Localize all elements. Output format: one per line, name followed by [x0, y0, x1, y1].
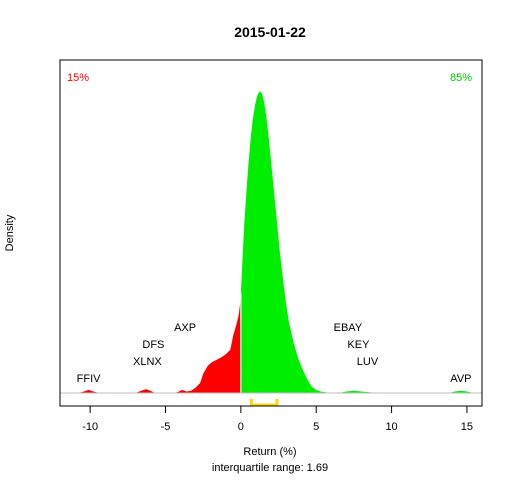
- positive-share-label: 85%: [450, 72, 472, 84]
- ticker-label-luv: LUV: [357, 356, 379, 368]
- x-tick-label: 5: [313, 421, 319, 433]
- x-axis-label: Return (%): [243, 446, 296, 458]
- negative-share-label: 15%: [67, 72, 89, 84]
- positive-density-area: [240, 91, 482, 393]
- ticker-label-ebay: EBAY: [334, 322, 363, 334]
- x-axis: -10 -5 0 5 10 15: [82, 406, 473, 433]
- plot-area: FFIV XLNX DFS AXP EBAY KEY LUV AVP: [60, 91, 482, 407]
- chart-subtitle: interquartile range: 1.69: [212, 462, 328, 474]
- x-tick-label: -5: [161, 421, 171, 433]
- x-tick-label: 15: [461, 421, 473, 433]
- negative-density-area: [67, 292, 241, 393]
- ticker-label-ffiv: FFIV: [77, 373, 101, 385]
- x-tick-label: -10: [82, 421, 98, 433]
- iqr-bracket: [249, 399, 279, 407]
- chart-title: 2015-01-22: [234, 24, 306, 40]
- ticker-label-dfs: DFS: [142, 339, 164, 351]
- ticker-label-key: KEY: [347, 339, 370, 351]
- x-tick-label: 0: [238, 421, 244, 433]
- ticker-label-xlnx: XLNX: [133, 356, 162, 368]
- plot-frame: [59, 59, 483, 407]
- ticker-label-avp: AVP: [450, 373, 471, 385]
- x-tick-label: 10: [385, 421, 397, 433]
- y-axis-label: Density: [4, 214, 16, 251]
- ticker-label-axp: AXP: [174, 322, 196, 334]
